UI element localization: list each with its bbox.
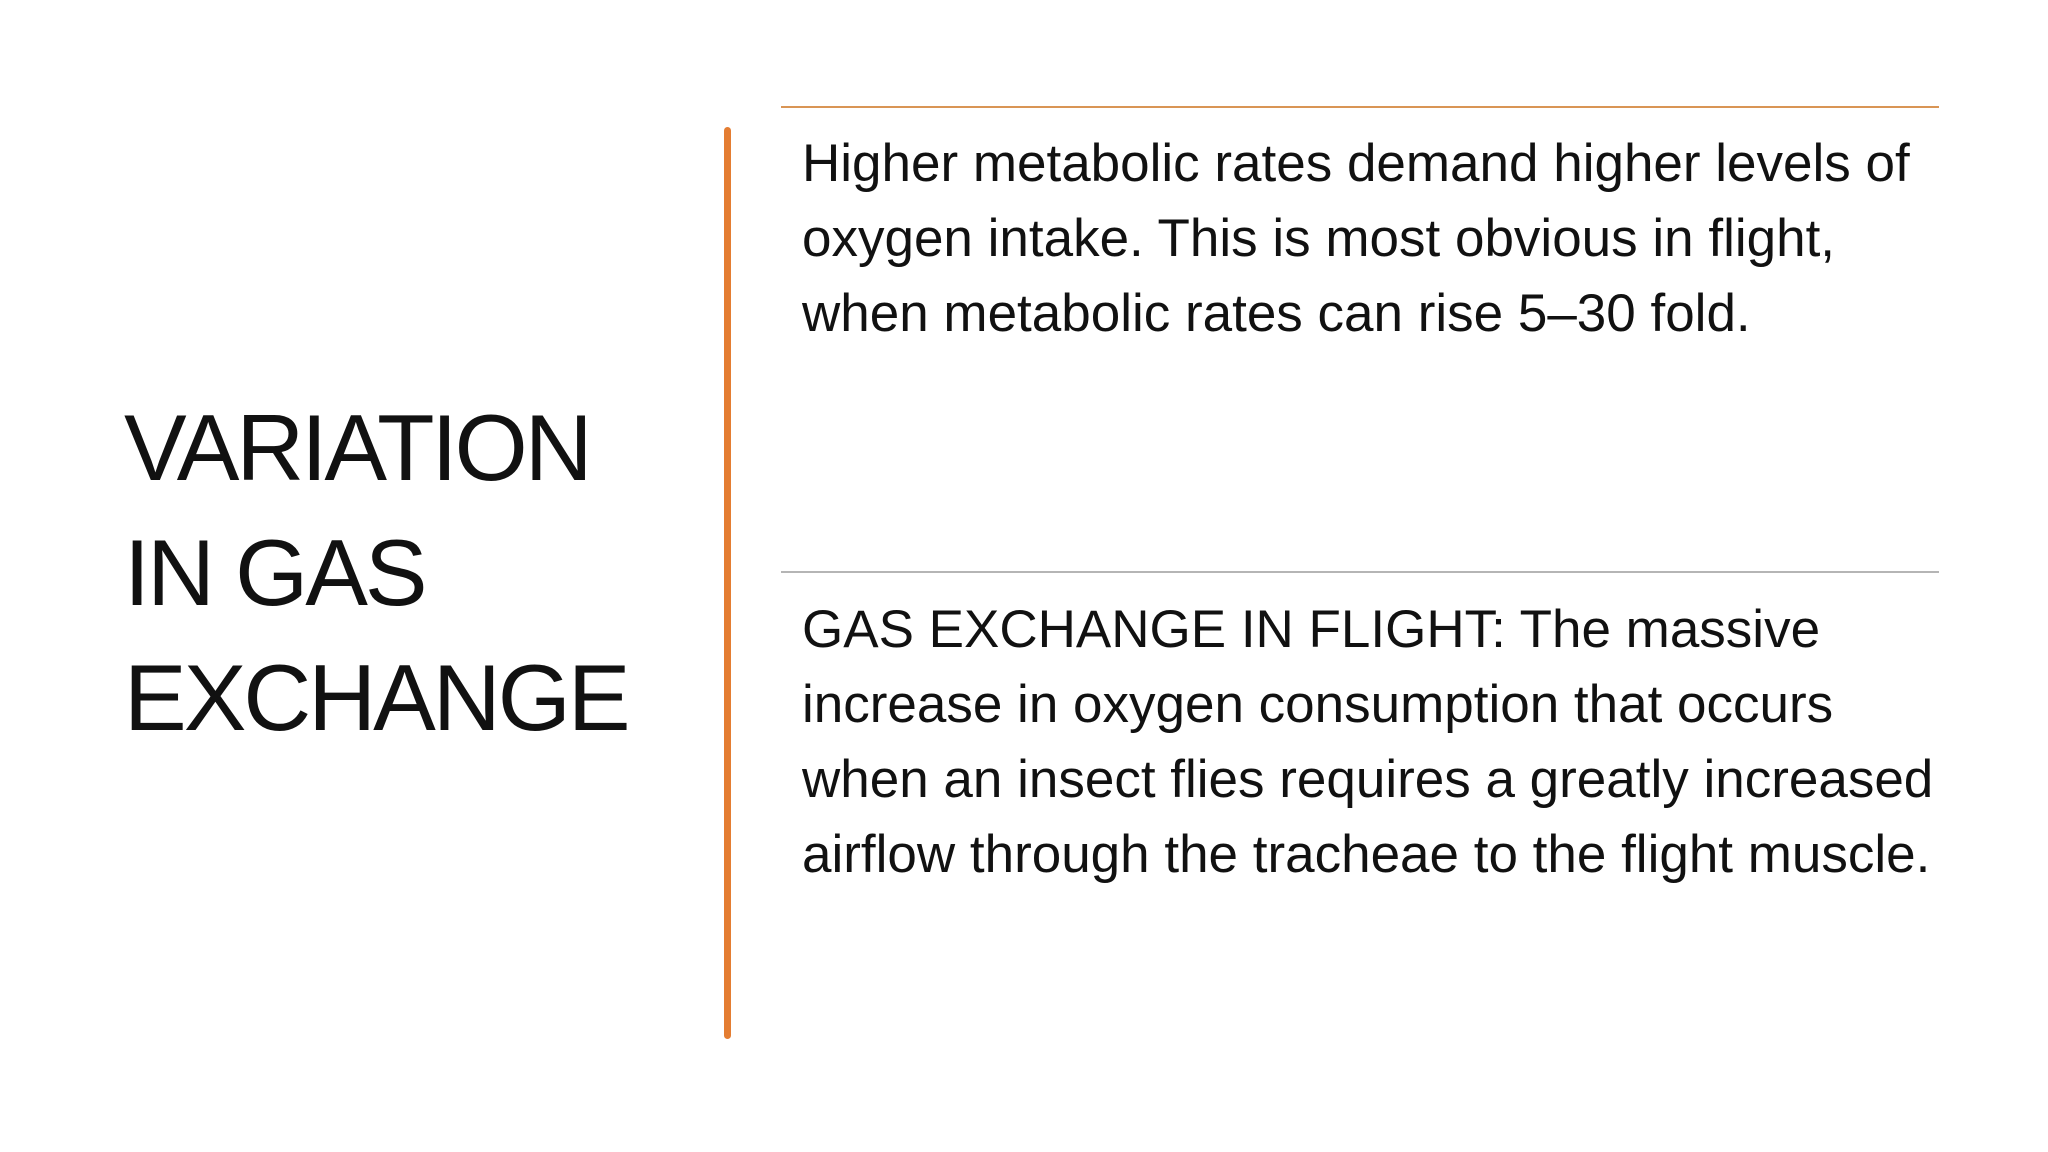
bullet-text: Higher metabolic rates demand higher lev… xyxy=(802,134,1910,343)
bullet-text: GAS EXCHANGE IN FLIGHT: The massive incr… xyxy=(802,600,1934,884)
divider-middle xyxy=(781,571,1939,573)
divider-top xyxy=(781,106,1939,108)
slide-title: VARIATION IN GAS EXCHANGE xyxy=(124,395,631,750)
divider-vertical xyxy=(724,127,731,1039)
